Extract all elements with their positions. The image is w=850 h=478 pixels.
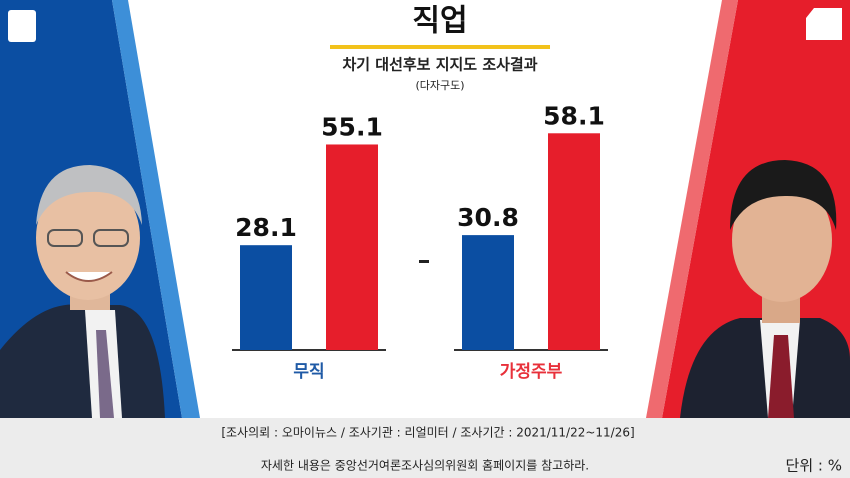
- bar: [548, 133, 600, 350]
- baseline: [454, 349, 608, 351]
- chart-subtitle: 차기 대선후보 지지도 조사결과: [342, 56, 537, 74]
- value-label: 28.1: [235, 213, 297, 242]
- left-stripe: [112, 0, 200, 418]
- category-label: 가정주부: [500, 362, 563, 382]
- right-portrait: [680, 160, 850, 418]
- note-text: 자세한 내용은 중앙선거여론조사심의위원회 홈페이지를 참고하라.: [261, 459, 589, 473]
- unit-label: 단위 : %: [786, 457, 842, 475]
- value-label: 30.8: [457, 203, 519, 232]
- value-label: 58.1: [543, 101, 605, 130]
- bar: [462, 235, 514, 350]
- footer: [0, 418, 850, 478]
- subtitle-note: (다자구도): [415, 79, 464, 92]
- logo-left: [8, 10, 36, 42]
- bar: [326, 144, 378, 350]
- baseline: [232, 349, 386, 351]
- chart-title: 직업: [412, 4, 467, 39]
- value-label: 55.1: [321, 112, 383, 141]
- group-separator: [419, 260, 429, 263]
- category-label: 무직: [293, 362, 324, 382]
- logo-right: [806, 8, 842, 40]
- source-text: [조사의뢰 : 오마이뉴스 / 조사기관 : 리얼미터 / 조사기간 : 202…: [221, 426, 634, 440]
- title-underline: [330, 45, 550, 49]
- bar: [240, 245, 292, 350]
- right-stripe: [646, 0, 738, 418]
- left-portrait: [0, 165, 165, 418]
